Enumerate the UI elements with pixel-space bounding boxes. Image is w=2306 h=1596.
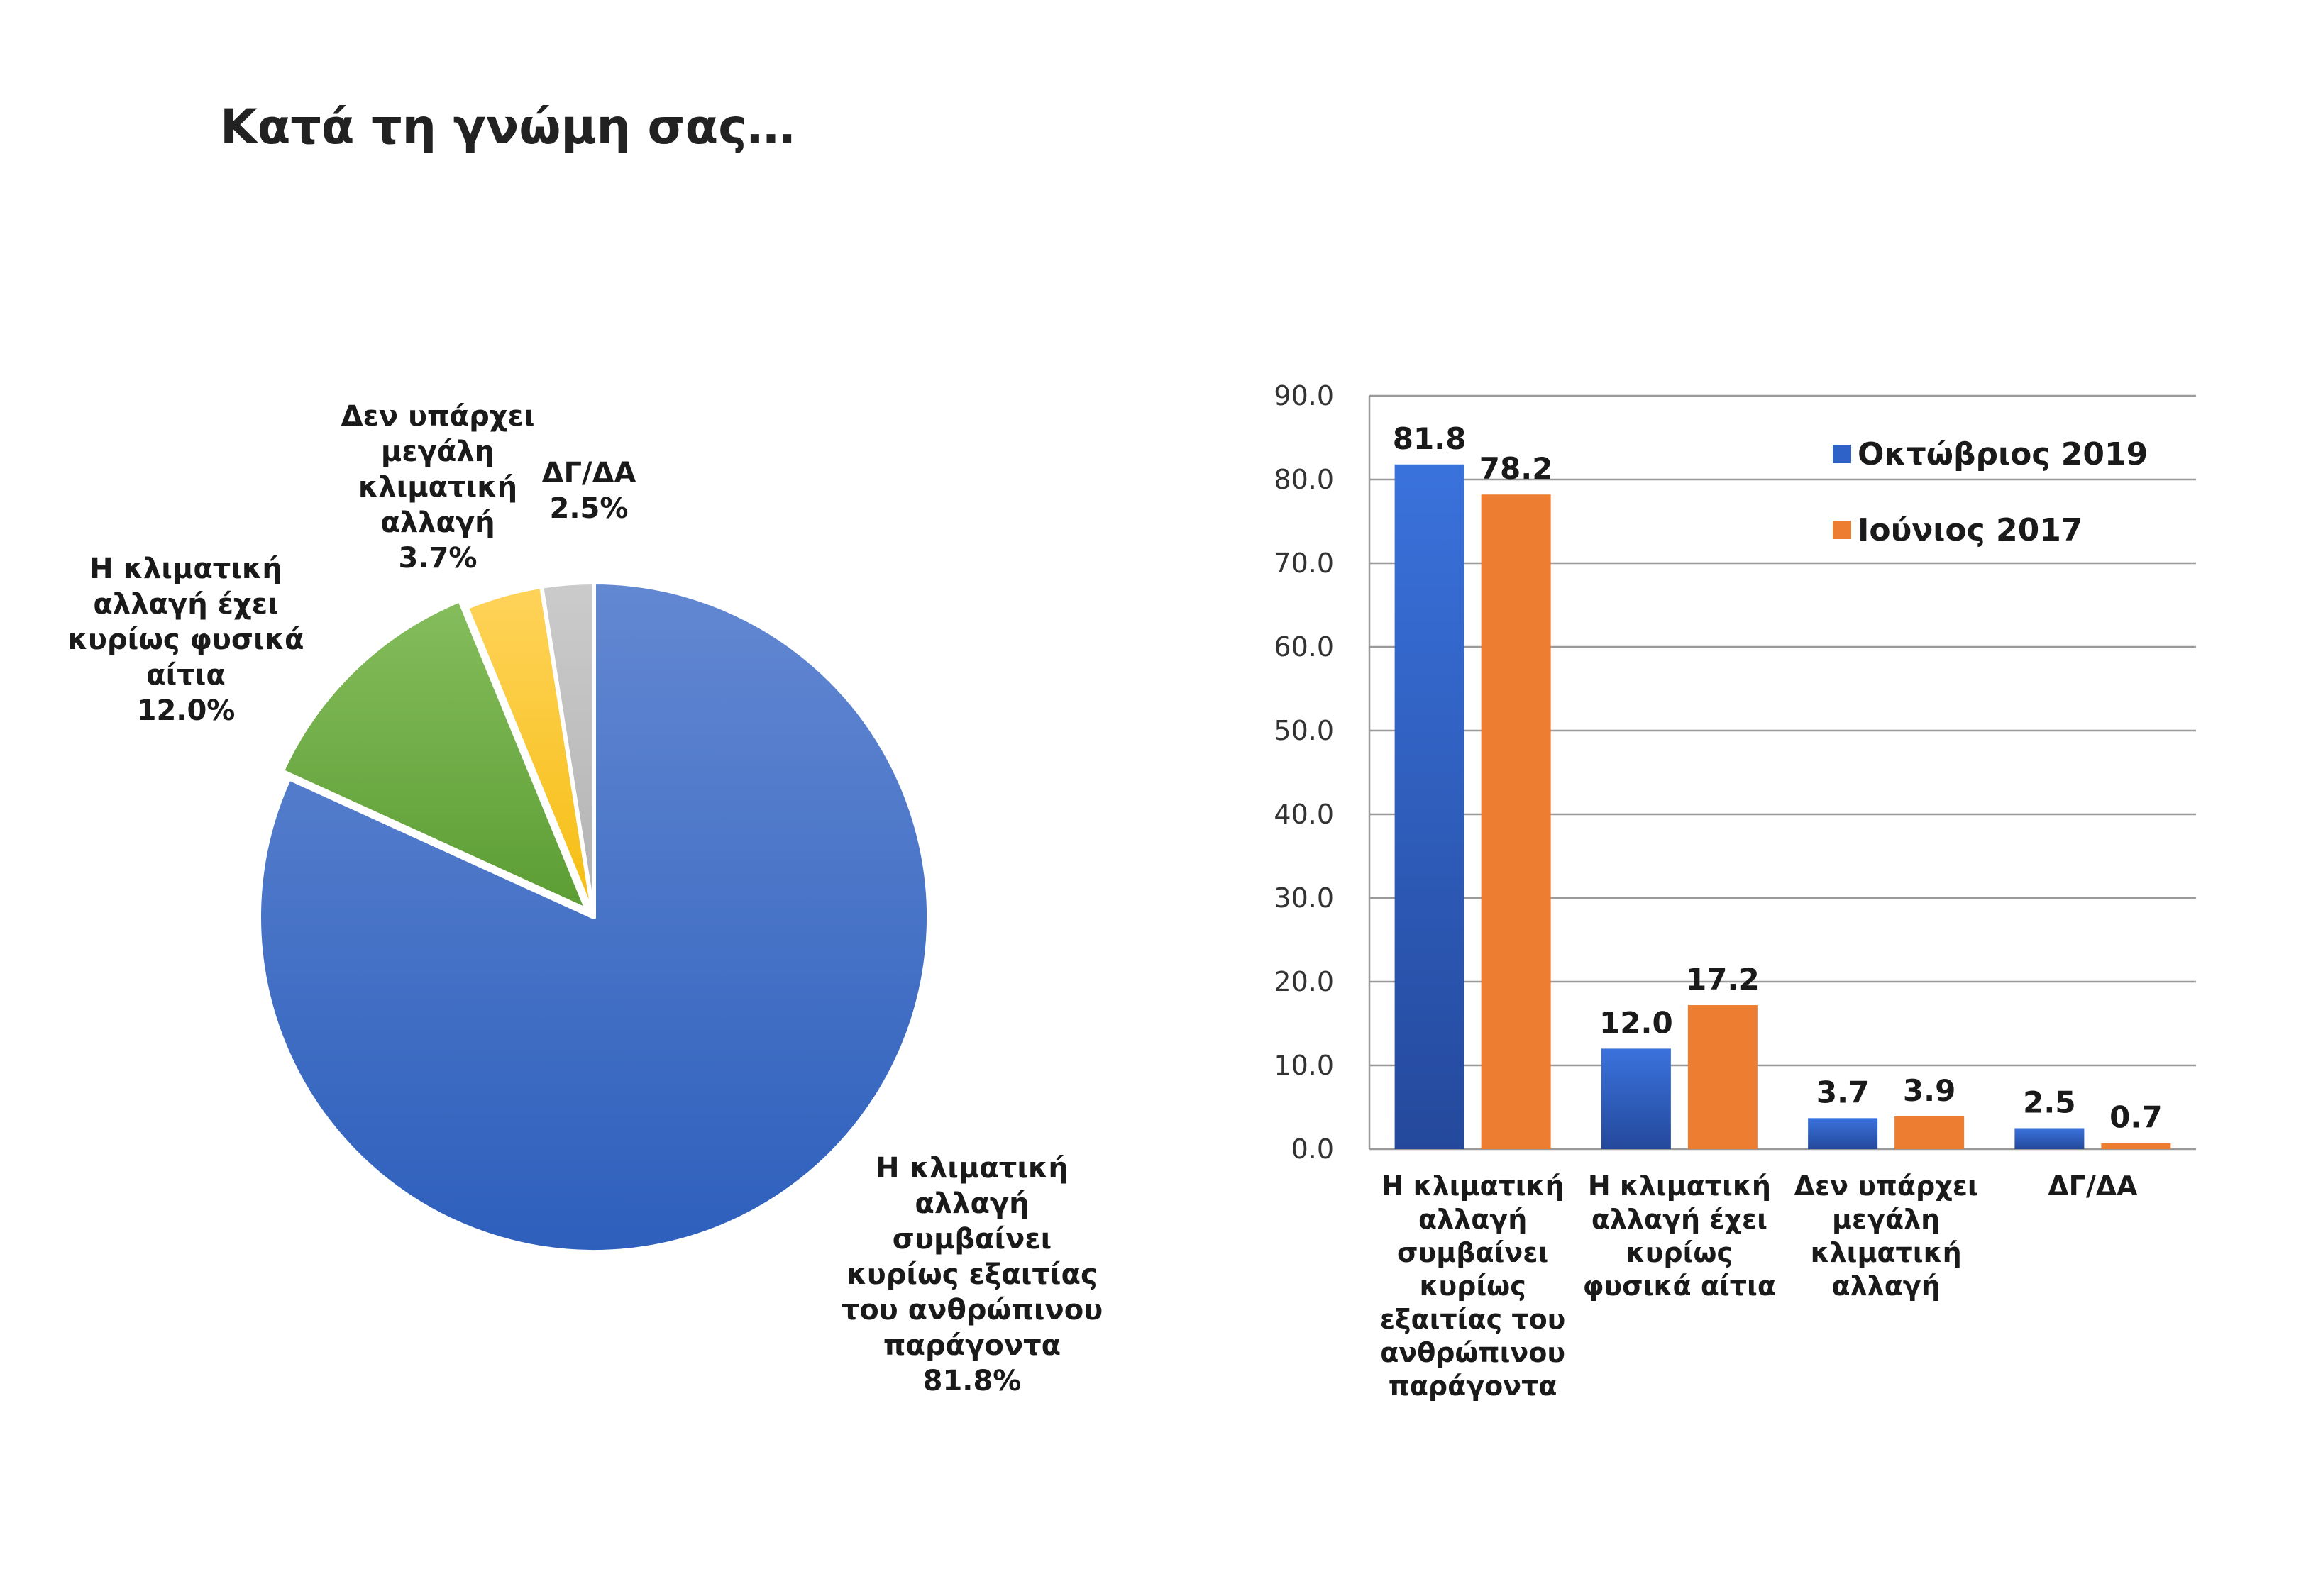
y-tick-label: 10.0 <box>1274 1050 1334 1081</box>
page-title: Κατά τη γνώμη σας… <box>220 99 795 155</box>
pie-slice-label: Η κλιματική αλλαγή έχει κυρίως φυσικά αίτια… <box>68 553 304 727</box>
pie-slice <box>539 580 596 919</box>
bar <box>1687 1005 1758 1149</box>
bar-value-label: 3.7 <box>1816 1075 1869 1109</box>
bar-value-label: 81.8 <box>1393 421 1467 456</box>
legend-swatch <box>1833 521 1851 539</box>
x-category-label: ΔΓ/ΔΑ <box>2048 1170 2138 1202</box>
y-tick-label: 20.0 <box>1274 966 1334 997</box>
x-category-label: Δεν υπάρχει μεγάλη κλιματική αλλαγή <box>1794 1170 1978 1302</box>
y-tick-label: 80.0 <box>1274 464 1334 495</box>
bar <box>2014 1128 2085 1149</box>
y-tick-label: 0.0 <box>1291 1134 1334 1165</box>
y-tick-label: 90.0 <box>1274 380 1334 411</box>
bar-value-label: 3.9 <box>1903 1073 1955 1108</box>
bar <box>1394 464 1464 1149</box>
bar-chart: 0.0 10.0 20.0 30.0 40.0 50.0 60.0 70.0 80.0 90.0 8… <box>1274 380 2196 1402</box>
bar <box>2101 1143 2171 1149</box>
pie-slice-label: Η κλιματική αλλαγή συμβαίνει κυρίως εξαιτία… <box>842 1152 1103 1397</box>
pie-slice-label: Δεν υπάρχει μεγάλη κλιματική αλλαγή 3.7% <box>341 400 535 575</box>
legend-label: Οκτώβριος 2019 <box>1858 436 2148 472</box>
bar-value-label: 0.7 <box>2109 1100 2162 1135</box>
bar <box>1808 1118 1878 1149</box>
bar-value-label: 78.2 <box>1479 451 1553 486</box>
pie-chart: Η κλιματική αλλαγή συμβαίνει κυρίως εξαιτία… <box>68 400 1103 1397</box>
bar <box>1894 1116 1965 1149</box>
bar-value-label: 2.5 <box>2023 1085 2075 1120</box>
x-category-label: Η κλιματική αλλαγή συμβαίνει κυρίως εξαιτίας… <box>1380 1170 1565 1402</box>
pie-slice-label: ΔΓ/ΔΑ 2.5% <box>542 457 636 525</box>
y-tick-label: 70.0 <box>1274 548 1334 579</box>
y-tick-label: 60.0 <box>1274 631 1334 663</box>
bar <box>1481 494 1551 1149</box>
legend-swatch <box>1833 445 1851 463</box>
y-tick-label: 30.0 <box>1274 882 1334 914</box>
x-category-label: Η κλιματική αλλαγή έχει κυρίως φυσικά αίτια <box>1583 1170 1776 1302</box>
bar <box>1601 1048 1671 1149</box>
pie-slice <box>280 598 590 912</box>
y-tick-label: 40.0 <box>1274 799 1334 830</box>
bar-value-label: 17.2 <box>1686 962 1760 997</box>
legend-label: Ιούνιος 2017 <box>1858 512 2083 548</box>
y-tick-label: 50.0 <box>1274 715 1334 746</box>
bar-value-label: 12.0 <box>1599 1005 1673 1040</box>
